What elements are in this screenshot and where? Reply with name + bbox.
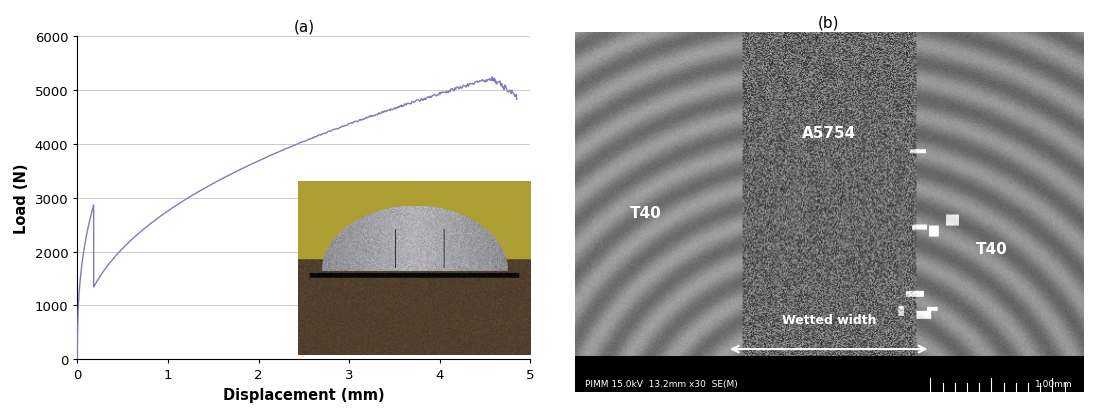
X-axis label: Displacement (mm): Displacement (mm) xyxy=(223,387,385,402)
Text: 1.00mm: 1.00mm xyxy=(1035,379,1073,388)
Text: A5754: A5754 xyxy=(801,126,856,141)
Y-axis label: Load (N): Load (N) xyxy=(14,163,29,233)
Text: PIMM 15.0kV  13.2mm x30  SE(M): PIMM 15.0kV 13.2mm x30 SE(M) xyxy=(585,379,737,388)
Title: (b): (b) xyxy=(818,16,840,31)
Text: Wetted width: Wetted width xyxy=(781,313,876,326)
Text: T40: T40 xyxy=(630,205,662,220)
Title: (a): (a) xyxy=(293,20,315,35)
Text: T40: T40 xyxy=(976,241,1008,256)
